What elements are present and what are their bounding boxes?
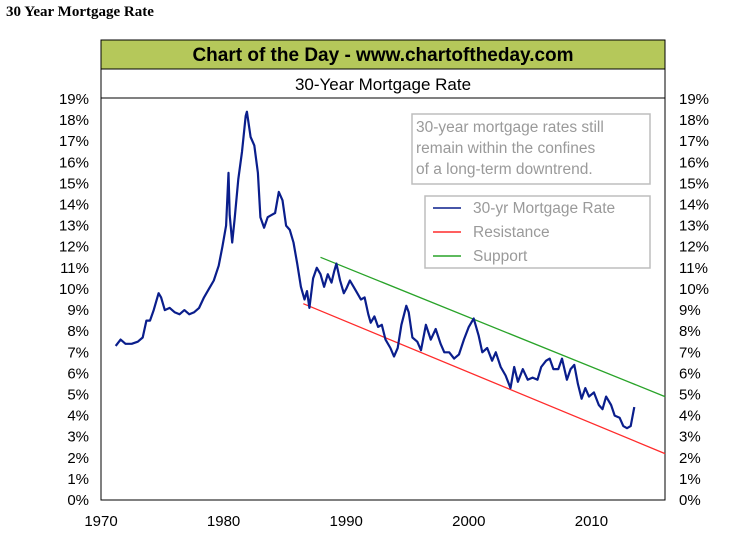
x-tick-label: 2010 [575, 513, 608, 530]
y-axis-right: 0% 1% 2% 3% 4% 5% 6% 7% 8% 9% 10% 11% 12% 13% 14% 15% 16… [679, 91, 709, 509]
y-tick-label-left: 8% [67, 323, 89, 340]
y-tick-label-right: 5% [679, 386, 701, 403]
y-tick-label-left: 1% [67, 471, 89, 488]
y-tick-label-right: 11% [679, 260, 708, 277]
y-tick-label-right: 2% [679, 450, 701, 467]
y-tick-label-left: 9% [67, 302, 89, 319]
y-tick-label-left: 16% [59, 154, 89, 171]
x-tick-label: 1980 [207, 513, 240, 530]
y-tick-label-left: 3% [67, 429, 89, 446]
y-tick-label-left: 19% [59, 91, 89, 108]
y-tick-label-right: 9% [679, 302, 701, 319]
series-line-mortgage [114, 110, 636, 430]
y-tick-label-left: 7% [67, 344, 89, 361]
y-tick-label-right: 6% [679, 365, 701, 382]
y-tick-label-left: 2% [67, 450, 89, 467]
chart-frame [100, 39, 666, 501]
y-tick-label-right: 4% [679, 408, 701, 425]
legend [424, 195, 651, 269]
y-tick-label-left: 6% [67, 365, 89, 382]
y-tick-label-right: 19% [679, 91, 709, 108]
y-tick-label-right: 7% [679, 344, 701, 361]
y-tick-label-left: 15% [59, 175, 89, 192]
title-box [100, 68, 666, 99]
x-axis: 1970 1980 1990 2000 2010 [84, 513, 608, 530]
y-tick-label-left: 11% [60, 260, 89, 277]
series-line-support [320, 256, 666, 398]
legend-label-mortgage: 30-yr Mortgage Rate [473, 200, 615, 217]
y-tick-label-right: 0% [679, 492, 701, 509]
y-tick-label-right: 1% [679, 471, 701, 488]
y-tick-label-right: 18% [679, 112, 709, 129]
annotation-box [411, 113, 651, 185]
plot-area [114, 110, 666, 455]
y-tick-label-right: 16% [679, 154, 709, 171]
y-tick-label-left: 4% [67, 408, 89, 425]
y-tick-label-right: 8% [679, 323, 701, 340]
legend-label-resistance: Resistance [473, 224, 550, 241]
chart-title: 30-Year Mortgage Rate [295, 75, 471, 94]
y-tick-label-left: 17% [59, 133, 89, 150]
x-tick-label: 2000 [452, 513, 485, 530]
y-tick-label-right: 13% [679, 218, 709, 235]
y-tick-label-left: 14% [59, 197, 89, 214]
y-tick-label-right: 14% [679, 197, 709, 214]
banner [100, 39, 666, 70]
y-tick-label-right: 17% [679, 133, 709, 150]
page-heading: 30 Year Mortgage Rate [6, 4, 154, 20]
x-tick-label: 1990 [330, 513, 363, 530]
y-tick-label-right: 12% [679, 239, 709, 256]
series-line-resistance [303, 303, 666, 455]
annotation-line-3: of a long-term downtrend. [416, 161, 593, 178]
y-tick-label-left: 12% [59, 239, 89, 256]
x-tick-label: 1970 [84, 513, 117, 530]
annotation-line-2: remain within the confines [416, 140, 595, 157]
y-tick-label-right: 3% [679, 429, 701, 446]
y-tick-label-left: 18% [59, 112, 89, 129]
annotation-line-1: 30-year mortgage rates still [416, 119, 604, 136]
y-tick-label-left: 13% [59, 218, 89, 235]
y-axis-left: 0% 1% 2% 3% 4% 5% 6% 7% 8% 9% 10% 11% 12% 13% 14% 15% 16… [59, 91, 89, 509]
legend-label-support: Support [473, 248, 528, 265]
y-tick-label-left: 5% [67, 386, 89, 403]
y-tick-label-left: 10% [59, 281, 89, 298]
y-tick-label-right: 15% [679, 175, 709, 192]
y-tick-label-left: 0% [67, 492, 89, 509]
banner-title: Chart of the Day - www.chartoftheday.com [192, 45, 573, 66]
y-tick-label-right: 10% [679, 281, 709, 298]
